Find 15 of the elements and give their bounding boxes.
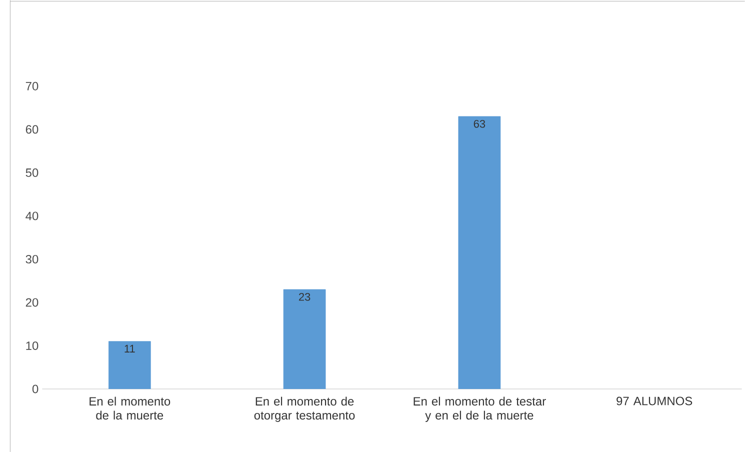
y-tick-label: 30 <box>26 254 38 264</box>
x-tick-label: En el momento de testar y en el de la muerte <box>414 396 546 422</box>
y-tick-label: 60 <box>26 125 38 134</box>
y-tick-label: 70 <box>26 82 38 90</box>
x-tick-label: En el momento de la muerte <box>90 396 170 420</box>
data-label: 63 <box>474 120 486 128</box>
x-tick-label: En el momento de otorgar testamento <box>254 396 355 422</box>
y-tick-label: 10 <box>26 341 38 350</box>
data-label: 23 <box>298 292 310 301</box>
x-tick-label: 97 ALUMNOS <box>616 396 692 406</box>
y-tick-label: 50 <box>26 168 38 177</box>
y-tick-label: 40 <box>26 212 38 220</box>
y-tick-label: 20 <box>26 298 38 307</box>
data-label: 11 <box>124 344 135 352</box>
y-tick-label: 0 <box>32 384 38 394</box>
